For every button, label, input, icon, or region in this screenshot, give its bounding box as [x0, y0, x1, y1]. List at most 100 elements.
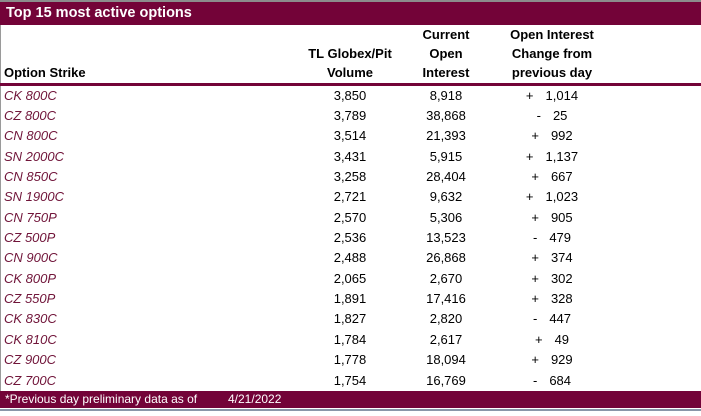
table-row: CN 800C 3,514 21,393 + 992 [0, 126, 701, 146]
left-border-line [0, 2, 1, 407]
cell-oi-change: + 929 [492, 350, 612, 370]
change-value: 328 [550, 291, 573, 307]
cell-open-interest: 5,306 [429, 209, 463, 225]
cell-option-strike: CK 830C [4, 311, 57, 327]
table-body: CK 800C 3,850 8,918 + 1,014 CZ 800C 3,78… [0, 86, 701, 392]
change-value: 374 [550, 250, 573, 266]
header-spacer [612, 25, 701, 83]
cell-open-interest: 8,918 [429, 87, 463, 103]
change-value: 25 [552, 107, 568, 123]
cell-open-interest: 2,820 [429, 311, 463, 327]
column-header-open-interest: Current Open Interest [400, 25, 492, 83]
row-spacer [612, 187, 701, 207]
header-line: Current [422, 27, 470, 42]
change-sign: - [532, 230, 538, 246]
cell-oi-change: - 479 [492, 228, 612, 248]
cell-volume: 3,850 [333, 87, 367, 103]
cell-volume: 3,258 [333, 168, 367, 184]
title-bar: Top 15 most active options [0, 2, 701, 25]
cell-oi-change: + 667 [492, 167, 612, 187]
report-title: Top 15 most active options [6, 5, 192, 21]
cell-option-strike: CZ 550P [4, 291, 56, 307]
row-spacer [612, 248, 701, 268]
change-value: 684 [549, 372, 572, 388]
change-value: 667 [550, 168, 573, 184]
cell-volume: 2,536 [333, 230, 367, 246]
change-value: 302 [550, 270, 573, 286]
change-sign: - [536, 107, 541, 123]
table-row: CZ 900C 1,778 18,094 + 929 [0, 350, 701, 370]
table-row: CK 830C 1,827 2,820 - 447 [0, 309, 701, 329]
change-sign: + [531, 291, 539, 307]
footer-note: *Previous day preliminary data as of [5, 392, 198, 406]
cell-option-strike: SN 2000C [4, 148, 64, 164]
cell-option-strike: CN 900C [4, 250, 58, 266]
table-row: CN 900C 2,488 26,868 + 374 [0, 248, 701, 268]
change-sign: - [532, 372, 538, 388]
cell-volume: 3,431 [333, 148, 367, 164]
column-header-oi-change: Open Interest Change from previous day [492, 25, 612, 83]
cell-option-strike: CK 800P [4, 270, 57, 286]
cell-oi-change: + 328 [492, 289, 612, 309]
top-border-line [0, 0, 701, 2]
cell-volume: 2,570 [333, 209, 367, 225]
header-underline [0, 83, 701, 86]
change-value: 929 [550, 352, 573, 368]
cell-oi-change: - 447 [492, 309, 612, 329]
cell-open-interest: 18,094 [426, 352, 466, 368]
cell-option-strike: CZ 800C [4, 107, 57, 123]
cell-volume: 2,065 [333, 270, 367, 286]
cell-option-strike: SN 1900C [4, 189, 64, 205]
cell-open-interest: 5,915 [429, 148, 463, 164]
header-line: previous day [511, 65, 593, 80]
footer-date: 4/21/2022 [228, 392, 282, 406]
cell-option-strike: CK 800C [4, 87, 57, 103]
row-spacer [612, 147, 701, 167]
change-sign: + [531, 168, 539, 184]
cell-volume: 2,488 [333, 250, 367, 266]
change-value: 1,137 [545, 148, 579, 164]
cell-oi-change: + 992 [492, 126, 612, 146]
row-spacer [612, 309, 701, 329]
cell-open-interest: 2,670 [429, 270, 463, 286]
bottom-border-line [0, 408, 701, 411]
cell-oi-change: + 1,023 [492, 187, 612, 207]
cell-option-strike: CZ 500P [4, 230, 56, 246]
row-spacer [612, 106, 701, 126]
cell-volume: 3,514 [333, 128, 367, 144]
row-spacer [612, 289, 701, 309]
cell-volume: 1,827 [333, 311, 367, 327]
change-sign: + [534, 331, 543, 347]
cell-open-interest: 16,769 [426, 372, 466, 388]
cell-volume: 1,778 [333, 352, 367, 368]
row-spacer [612, 126, 701, 146]
change-sign: - [532, 311, 538, 327]
header-line: Option Strike [4, 65, 86, 80]
cell-oi-change: + 1,014 [492, 86, 612, 106]
cell-volume: 1,784 [333, 331, 367, 347]
change-sign: + [525, 148, 534, 164]
change-sign: + [531, 250, 539, 266]
change-value: 447 [549, 311, 572, 327]
header-line: Change from [511, 46, 593, 61]
cell-option-strike: CZ 900C [4, 352, 57, 368]
cell-oi-change: + 374 [492, 248, 612, 268]
header-line: Open Interest [510, 27, 594, 42]
cell-open-interest: 13,523 [426, 230, 466, 246]
row-spacer [612, 371, 701, 391]
change-value: 1,014 [545, 87, 579, 103]
table-row: CZ 500P 2,536 13,523 - 479 [0, 228, 701, 248]
cell-volume: 1,754 [333, 372, 367, 388]
change-value: 1,023 [545, 189, 579, 205]
header-line: Interest [422, 65, 470, 80]
header-line: Volume [327, 65, 373, 80]
cell-open-interest: 26,868 [426, 250, 466, 266]
cell-option-strike: CN 800C [4, 128, 58, 144]
cell-option-strike: CK 810C [4, 331, 57, 347]
header-line: Open [429, 46, 463, 61]
cell-open-interest: 17,416 [426, 291, 466, 307]
cell-option-strike: CZ 700C [4, 372, 57, 388]
row-spacer [612, 330, 701, 350]
change-sign: + [531, 270, 539, 286]
